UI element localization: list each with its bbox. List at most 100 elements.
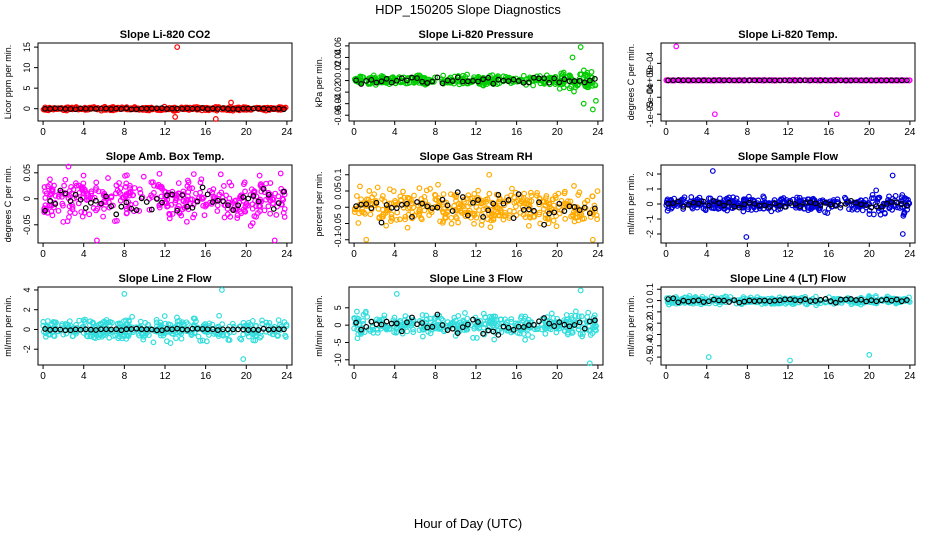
data-point xyxy=(439,219,446,226)
reference-point xyxy=(863,202,870,209)
data-point xyxy=(190,214,196,221)
reference-point xyxy=(42,207,49,214)
data-point xyxy=(579,331,586,337)
data-point xyxy=(518,198,525,205)
x-tick-label: 20 xyxy=(241,127,253,138)
data-point xyxy=(249,317,256,324)
y-tick-label: 5 xyxy=(333,305,343,310)
reference-point xyxy=(868,204,875,211)
reference-point xyxy=(419,200,426,207)
data-point xyxy=(433,197,440,203)
x-tick-label: 24 xyxy=(592,371,604,382)
reference-point xyxy=(280,188,287,195)
data-point xyxy=(891,203,898,210)
data-point xyxy=(257,182,264,189)
data-point xyxy=(483,81,490,87)
y-tick-label: -2 xyxy=(22,345,32,353)
x-tick-label: 20 xyxy=(241,371,253,382)
data-point xyxy=(164,338,170,345)
data-point xyxy=(435,181,441,188)
x-tick-label: 24 xyxy=(592,127,604,138)
data-point xyxy=(582,72,589,79)
data-point xyxy=(416,185,423,192)
data-point xyxy=(157,330,164,337)
reference-point xyxy=(363,323,370,330)
x-tick-label: 12 xyxy=(470,371,482,382)
data-point xyxy=(886,193,892,200)
data-point xyxy=(94,205,101,212)
panel-title: Slope Gas Stream RH xyxy=(419,151,532,163)
data-point xyxy=(383,324,390,331)
data-point xyxy=(496,80,503,87)
reference-point xyxy=(685,201,692,208)
data-point xyxy=(129,313,136,320)
data-point xyxy=(153,319,160,326)
data-point xyxy=(191,330,198,337)
y-tick-label: 2 xyxy=(645,171,655,176)
reference-point xyxy=(505,324,512,331)
data-point xyxy=(706,300,713,307)
reference-point xyxy=(358,81,365,87)
data-point xyxy=(47,191,54,198)
data-point xyxy=(431,315,438,321)
data-point xyxy=(55,207,62,214)
outlier-point xyxy=(833,111,840,118)
reference-point xyxy=(710,198,717,205)
y-tick-label: 0 xyxy=(645,201,655,206)
x-tick-label: 0 xyxy=(663,371,669,382)
reference-point xyxy=(368,205,375,212)
reference-point xyxy=(475,78,481,85)
data-point xyxy=(427,185,433,192)
panel-9: Slope Line 4 (LT) Flow ml/min per min. 0 4 8… xyxy=(626,273,916,382)
data-point xyxy=(400,188,406,195)
x-tick-label: 0 xyxy=(351,127,357,138)
data-point xyxy=(542,215,549,222)
reference-point xyxy=(159,199,165,206)
reference-point xyxy=(475,197,481,203)
data-point xyxy=(92,329,98,336)
data-point xyxy=(184,177,191,184)
data-point xyxy=(522,313,529,320)
reference-point xyxy=(42,326,49,332)
data-point xyxy=(191,315,198,322)
reference-point xyxy=(822,200,829,206)
reference-point xyxy=(571,322,578,328)
outlier-point xyxy=(787,357,793,364)
data-point xyxy=(165,203,171,209)
data-point xyxy=(180,191,187,198)
y-axis-label: ml/min per min. xyxy=(626,295,636,357)
x-tick-label: 8 xyxy=(122,371,128,382)
reference-point xyxy=(531,321,537,328)
reference-point xyxy=(776,297,783,304)
data-point xyxy=(702,207,709,214)
data-point xyxy=(122,183,129,190)
reference-point xyxy=(363,77,370,84)
data-point xyxy=(515,320,521,327)
reference-point xyxy=(235,202,242,209)
data-point xyxy=(594,216,601,223)
data-point xyxy=(478,222,485,228)
data-point xyxy=(707,195,714,202)
data-point xyxy=(44,318,51,324)
reference-point xyxy=(260,325,267,332)
reference-point xyxy=(812,200,819,207)
data-point xyxy=(374,329,381,336)
reference-point xyxy=(225,202,231,209)
outlier-point xyxy=(589,106,596,113)
data-point xyxy=(140,173,147,180)
panel-title: Slope Amb. Box Temp. xyxy=(106,151,225,163)
data-point xyxy=(873,187,880,194)
data-point xyxy=(271,328,278,335)
reference-point xyxy=(888,297,895,304)
panel-7: Slope Line 2 Flow ml/min per min. 0 4 8 12 16 2… xyxy=(3,273,293,382)
reference-point xyxy=(174,325,181,332)
reference-point xyxy=(490,80,497,87)
data-point xyxy=(63,330,70,337)
panel-title: Slope Line 2 Flow xyxy=(119,273,212,285)
x-tick-label: 24 xyxy=(281,127,293,138)
data-point xyxy=(496,212,503,219)
reference-point xyxy=(449,325,456,332)
reference-point xyxy=(541,75,547,82)
